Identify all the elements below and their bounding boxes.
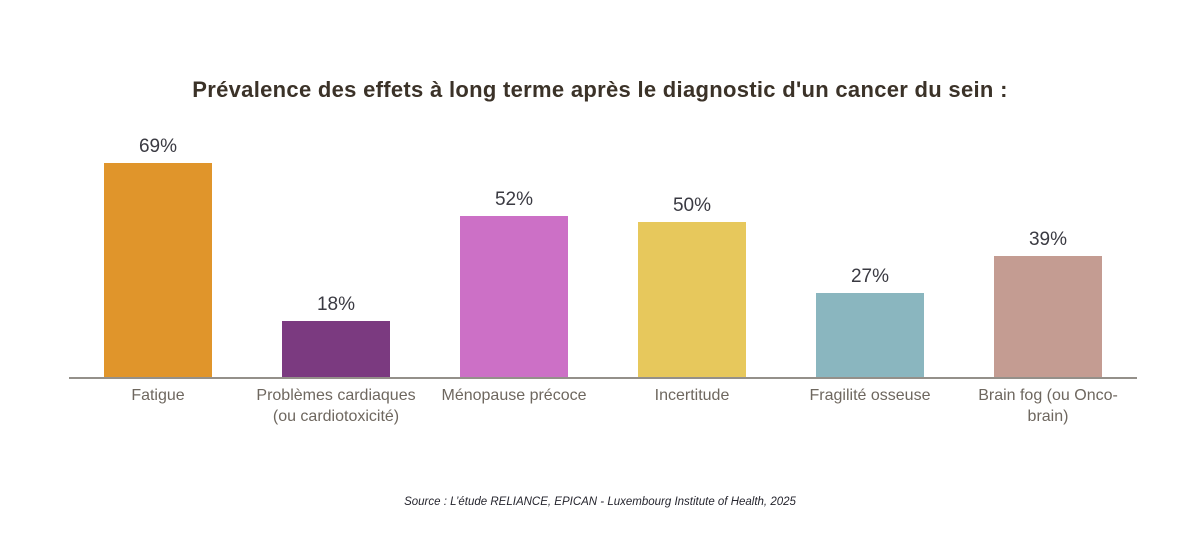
bar-category-label: Incertitude	[654, 387, 730, 404]
bar	[104, 163, 212, 377]
bar-category-label: Fatigue	[131, 387, 185, 404]
bar-category-label: Brain fog (ou Onco-brain)	[978, 387, 1118, 426]
bar	[994, 256, 1102, 377]
bar-value-label: 39%	[1028, 229, 1068, 251]
bar-category-label: Fragilité osseuse	[809, 387, 931, 404]
bar-value-label: 50%	[672, 195, 712, 217]
bar	[460, 216, 568, 377]
bar-column: 52%	[425, 130, 603, 377]
bar	[816, 293, 924, 377]
bar-category-label: Ménopause précoce	[441, 387, 587, 404]
bar-column: 50%	[603, 130, 781, 377]
x-axis-labels-row: Fatigue Problèmes cardiaques (ou cardiot…	[69, 385, 1137, 428]
bar-column: 27%	[781, 130, 959, 377]
source-caption: Source : L’étude RELIANCE, EPICAN - Luxe…	[404, 496, 796, 508]
bar-value-label: 69%	[138, 136, 178, 158]
bar	[282, 321, 390, 377]
bar-category-label: Problèmes cardiaques (ou cardiotoxicité)	[256, 387, 416, 426]
bar-value-label: 18%	[316, 294, 356, 316]
bar	[638, 222, 746, 377]
bar-column: 69%	[69, 130, 247, 377]
bar-chart-plot-area: 69% 18% 52% 50% 27% 39%	[69, 130, 1137, 379]
bar-value-label: 52%	[494, 189, 534, 211]
bar-column: 18%	[247, 130, 425, 377]
chart-title: Prévalence des effets à long terme après…	[192, 77, 1008, 102]
bar-column: 39%	[959, 130, 1137, 377]
bar-value-label: 27%	[850, 266, 890, 288]
